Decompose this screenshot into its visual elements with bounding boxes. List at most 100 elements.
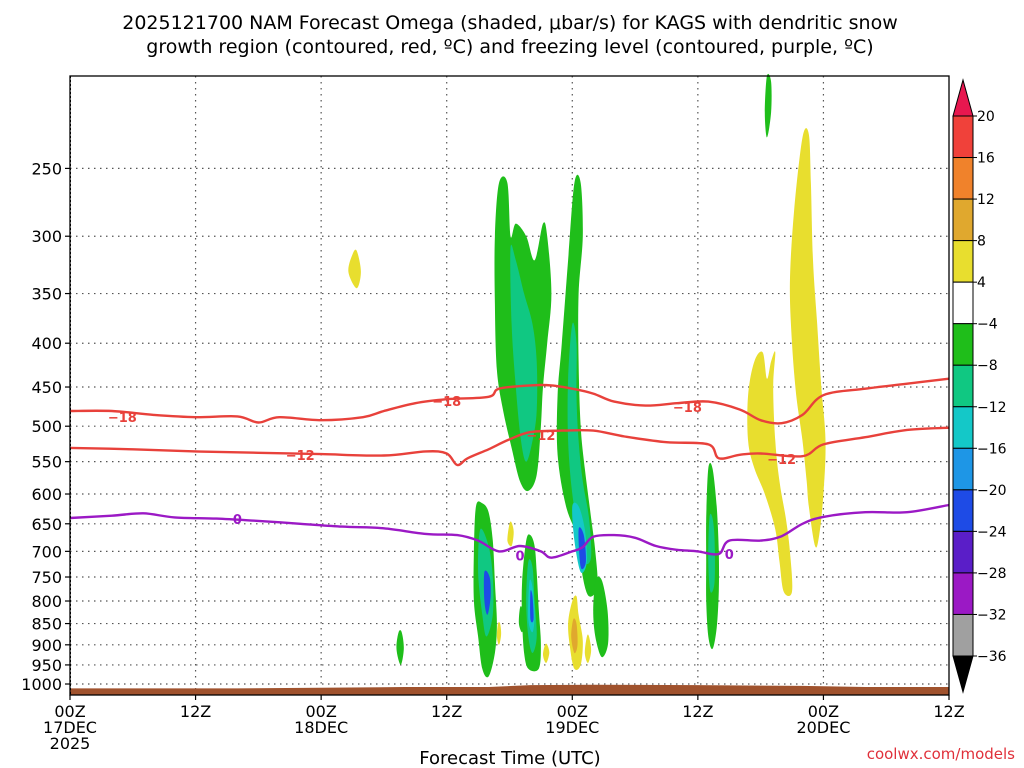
colorbar-label-4: 4 (977, 275, 986, 291)
y-tick-label-700: 700 (31, 542, 62, 561)
x-tick-label-0-0: 00Z (54, 702, 85, 721)
colorbar-segment-8 (952, 406, 974, 449)
x-tick-label-24-1: 18DEC (294, 718, 348, 737)
contour-label-0-2: 0 (725, 548, 734, 563)
y-tick-label-500: 500 (31, 417, 62, 436)
omega-region-20 (747, 351, 793, 597)
colorbar-segment-11 (952, 530, 974, 574)
chart-title-line1: 2025121700 NAM Forecast Omega (shaded, μ… (122, 12, 898, 34)
contour-line--18 (69, 377, 950, 425)
contour-label--12-0: −12 (286, 449, 315, 464)
contour-label-0-0: 0 (233, 513, 242, 528)
y-tick-label-650: 650 (31, 515, 62, 534)
ground-strip (70, 684, 949, 695)
omega-region-12 (530, 590, 534, 623)
colorbar-label-12: −32 (977, 607, 1007, 623)
y-tick-label-300: 300 (31, 227, 62, 246)
colorbar-label-11: −28 (977, 566, 1007, 582)
x-tick-label-72-1: 20DEC (796, 718, 850, 737)
omega-region-19 (789, 128, 826, 548)
colorbar-segment-3 (952, 198, 974, 242)
colorbar-segment-7 (952, 364, 974, 408)
y-axis-ticks: 250 300 350 400 450 500 550 600 650 700 750 800 850 9… (21, 159, 70, 694)
x-axis-label: Forecast Time (UTC) (419, 748, 600, 768)
omega-region-3 (567, 322, 592, 565)
colorbar-label-2: 12 (977, 192, 995, 208)
y-tick-label-550: 550 (31, 453, 62, 472)
colorbar-segment-4 (952, 240, 974, 283)
x-tick-label-24-0: 00Z (305, 702, 336, 721)
colorbar-segment-1 (952, 115, 974, 159)
colorbar-label-5: −4 (977, 317, 998, 333)
omega-region-8 (483, 570, 491, 615)
y-tick-label-450: 450 (31, 378, 62, 397)
colorbar-segment-12 (952, 572, 974, 615)
contour-label--18-0: −18 (108, 411, 137, 426)
colorbar-label-9: −20 (977, 483, 1007, 499)
omega-region-25 (542, 643, 550, 664)
temperature-contours: −18 −18 −18 −12 −12 −12 0 0 0 (69, 377, 950, 565)
colorbar-label-3: 8 (977, 234, 986, 250)
colorbar-segment-6 (952, 323, 974, 366)
x-tick-label-0-1: 17DEC (43, 718, 97, 737)
colorbar-label-13: −36 (977, 649, 1007, 665)
omega-region-26 (496, 622, 502, 645)
contour-label-0-1: 0 (515, 550, 524, 565)
ground-fill (70, 684, 949, 695)
colorbar-label-7: −12 (977, 400, 1007, 416)
colorbar-segment-13 (952, 613, 974, 657)
x-tick-label-60-0: 12Z (682, 702, 713, 721)
y-tick-label-1000: 1000 (21, 675, 62, 694)
omega-region-17 (396, 630, 404, 665)
x-tick-label-0-2: 2025 (50, 734, 91, 753)
colorbar-label-8: −16 (977, 441, 1007, 457)
colorbar-segment-5 (952, 281, 974, 325)
contour-label--12-2: −12 (767, 453, 796, 468)
y-tick-label-750: 750 (31, 568, 62, 587)
colorbar: 20 16 12 8 4 −4 −8 −12 −16 −20 −24 −28 −32 −36 (952, 78, 1007, 694)
x-tick-label-48-1: 19DEC (545, 718, 599, 737)
y-tick-label-850: 850 (31, 615, 62, 634)
contour-label--18-1: −18 (432, 395, 461, 410)
x-tick-label-72-0: 00Z (808, 702, 839, 721)
omega-region-21 (348, 249, 361, 289)
y-tick-label-950: 950 (31, 656, 62, 675)
colorbar-segment-2 (952, 157, 974, 200)
colorbar-label-1: 16 (977, 151, 995, 167)
colorbar-label-6: −8 (977, 358, 998, 374)
omega-region-18 (518, 606, 525, 633)
omega-region-2 (556, 174, 598, 597)
x-tick-label-36-0: 12Z (431, 702, 462, 721)
omega-region-16 (764, 73, 772, 138)
x-tick-label-48-0: 00Z (557, 702, 588, 721)
colorbar-segment-10 (952, 489, 974, 532)
omega-shading (348, 73, 826, 678)
x-tick-label-12-0: 12Z (180, 702, 211, 721)
colorbar-label-0: 20 (977, 109, 995, 125)
contour-line--12 (69, 426, 950, 467)
contour-label--12-1: −12 (526, 429, 555, 444)
colorbar-top-arrow (952, 78, 974, 117)
contour-line-0 (69, 503, 950, 559)
y-tick-label-900: 900 (31, 636, 62, 655)
plot-frame (69, 75, 950, 696)
y-tick-label-250: 250 (31, 159, 62, 178)
colorbar-label-10: −24 (977, 524, 1007, 540)
y-tick-label-350: 350 (31, 285, 62, 304)
omega-region-1 (510, 244, 538, 462)
colorbar-segment-9 (952, 447, 974, 491)
omega-region-13 (593, 576, 609, 658)
y-tick-label-600: 600 (31, 485, 62, 504)
credit-text: coolwx.com/models (867, 745, 1015, 763)
y-tick-label-800: 800 (31, 592, 62, 611)
x-tick-label-84-0: 12Z (933, 702, 964, 721)
contour-label--18-2: −18 (673, 401, 702, 416)
omega-region-27 (584, 634, 592, 664)
chart-title-line2: growth region (contoured, red, ºC) and f… (146, 36, 873, 58)
colorbar-bottom-arrow (952, 655, 974, 694)
y-tick-label-400: 400 (31, 334, 62, 353)
omega-region-23 (571, 618, 578, 654)
omega-region-24 (507, 521, 514, 547)
